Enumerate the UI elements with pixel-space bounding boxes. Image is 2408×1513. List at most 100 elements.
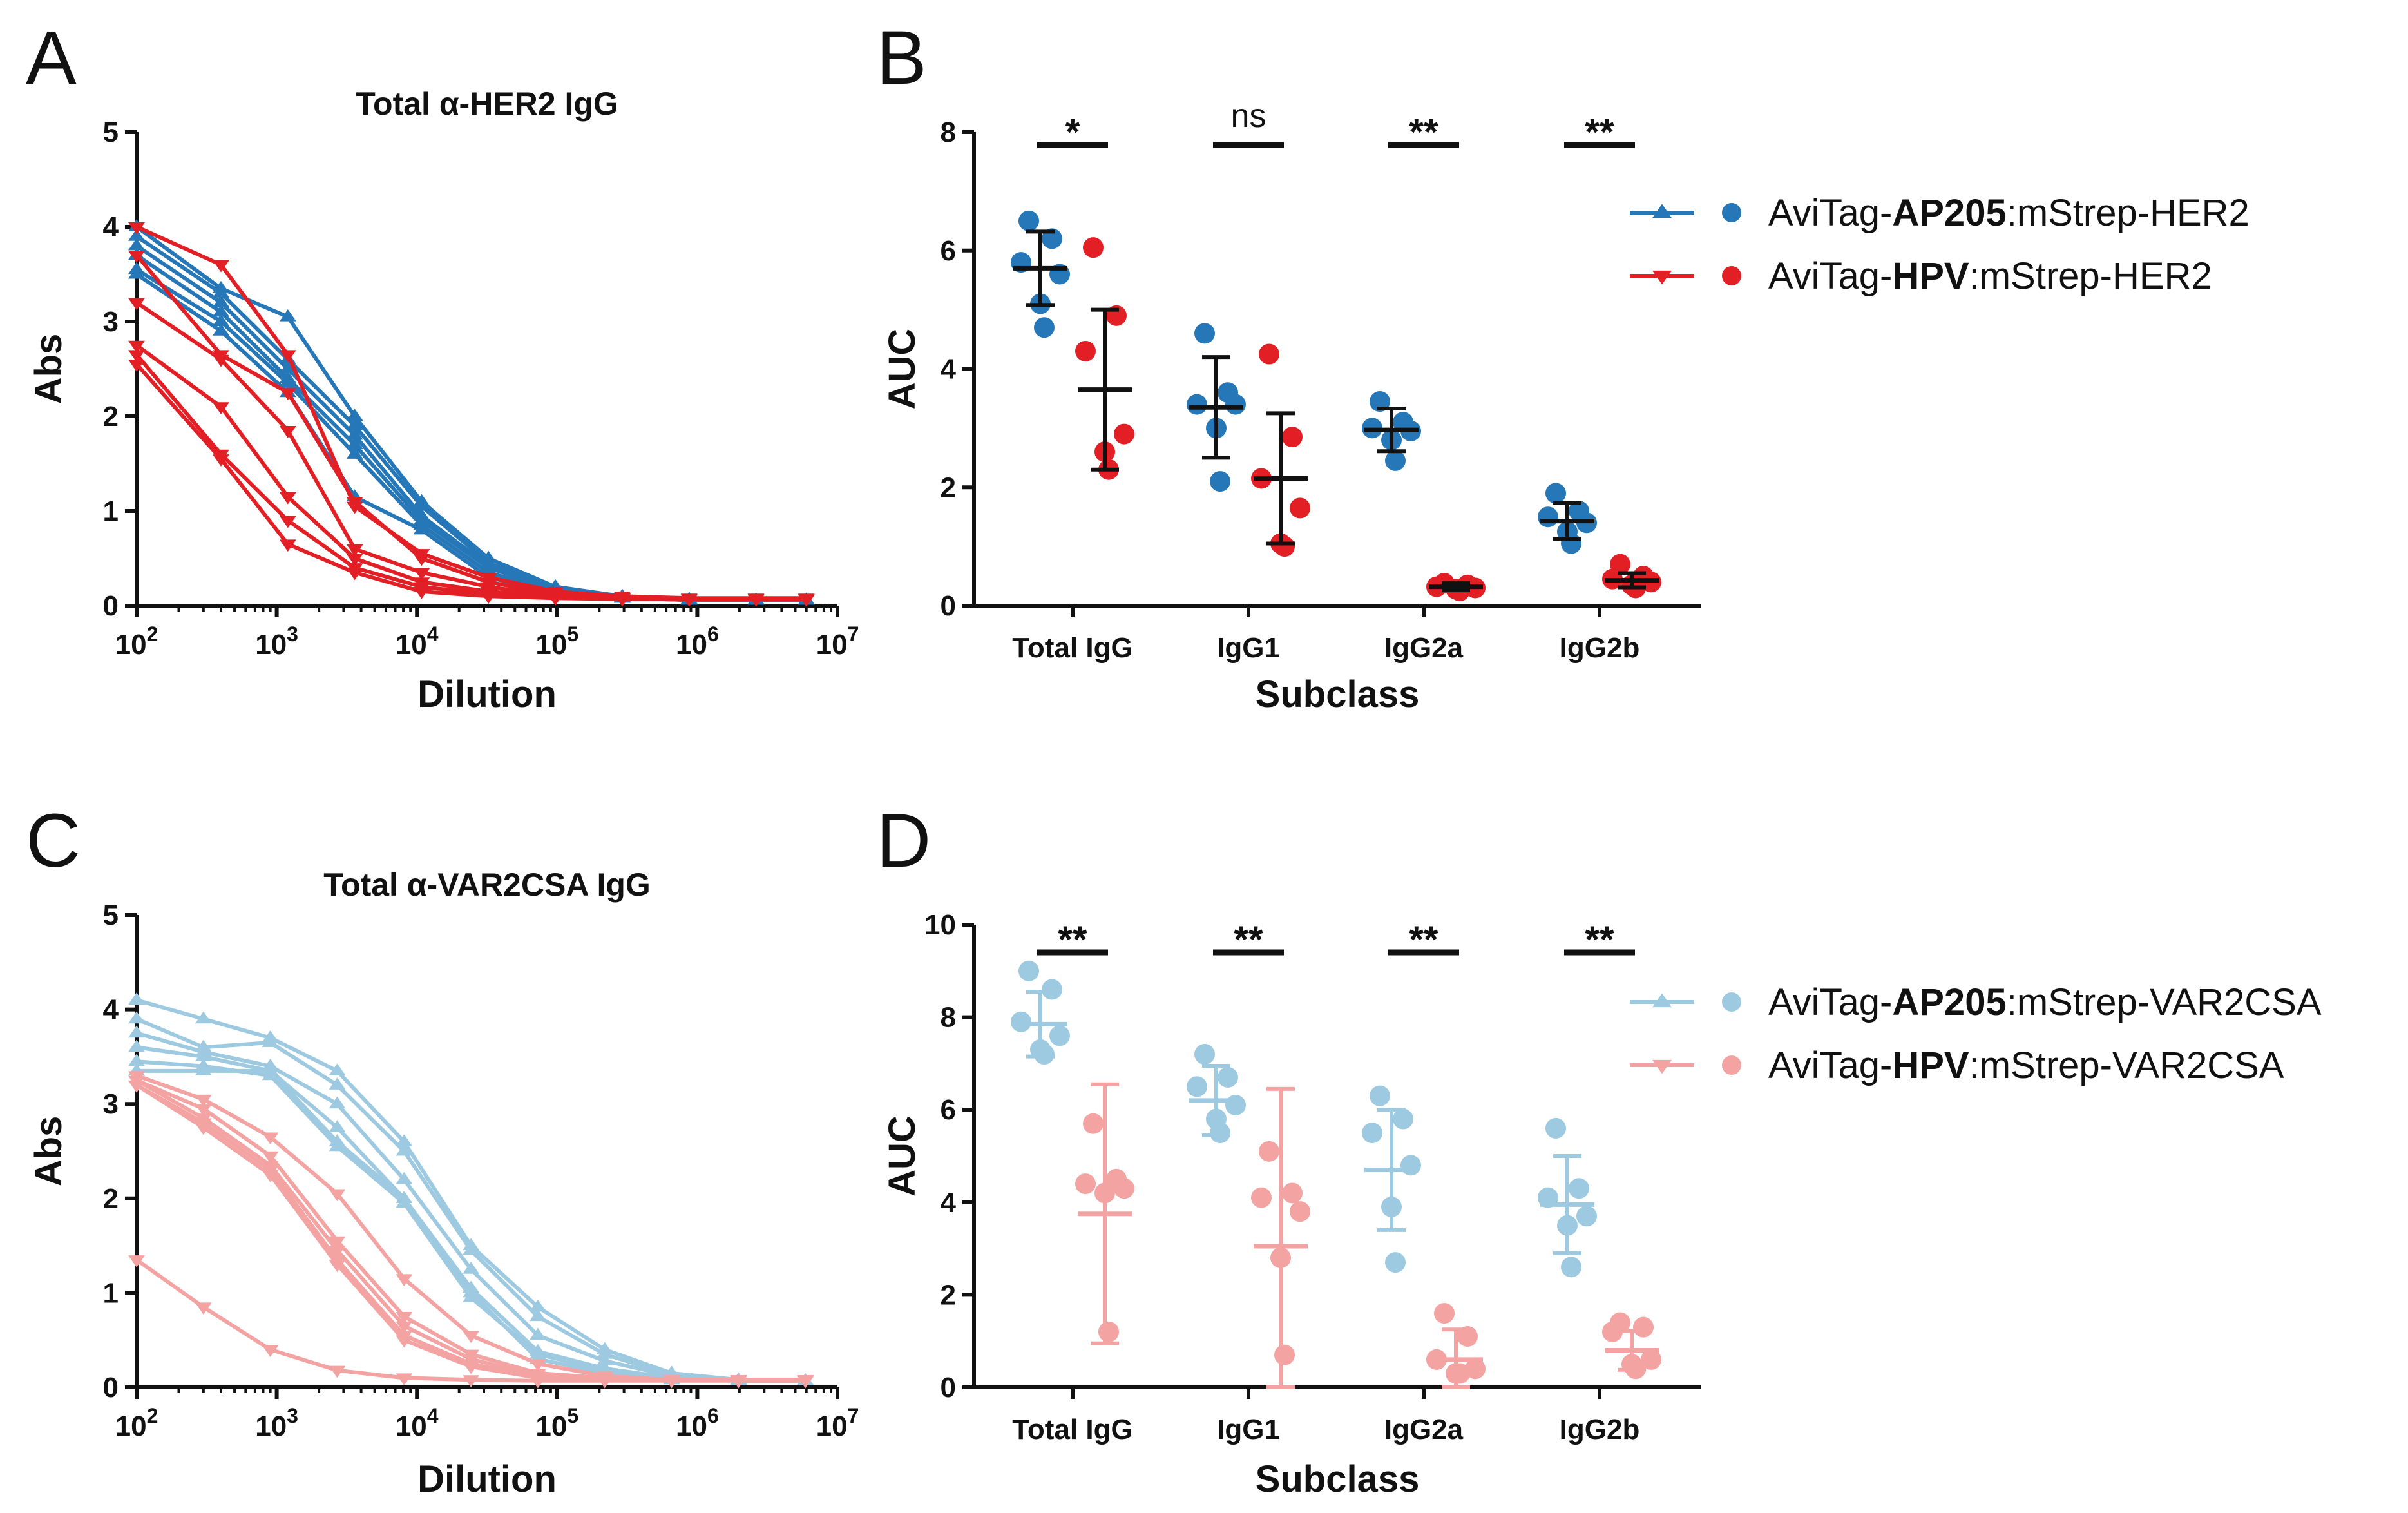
significance-label: **	[1409, 111, 1438, 153]
data-point-marker	[329, 1063, 346, 1075]
y-tick-label: 10	[924, 909, 956, 941]
x-tick-label: IgG1	[1217, 632, 1280, 664]
data-point-marker	[396, 1143, 413, 1156]
panel-d-scatter-chart: 0 2 4 6 8 10 Total IgG ** IgG1 ** IgG2a ** IgG2b ** Su…	[881, 909, 2322, 1500]
data-point	[1400, 1155, 1421, 1176]
legend-triangle-marker	[1652, 204, 1672, 218]
data-point-marker	[213, 260, 230, 273]
data-point	[1034, 317, 1055, 338]
data-point-marker	[329, 1260, 346, 1273]
data-point-marker	[279, 516, 296, 528]
data-point	[1018, 210, 1039, 231]
data-point-marker	[128, 229, 145, 241]
x-tick-label: 104	[396, 622, 439, 660]
data-point	[1641, 1349, 1661, 1370]
legend-triangle-marker	[1652, 270, 1672, 285]
data-point	[1290, 497, 1310, 519]
data-point-marker	[213, 304, 230, 317]
data-point-marker	[346, 437, 363, 450]
data-point-marker	[195, 1104, 212, 1117]
data-point-marker	[798, 594, 815, 607]
data-point-marker	[529, 1299, 546, 1312]
data-point-marker	[128, 1011, 145, 1024]
y-tick-label: 4	[103, 994, 119, 1026]
data-point-marker	[663, 1376, 680, 1389]
x-tick-label: 102	[115, 1404, 158, 1442]
data-point	[1538, 506, 1558, 528]
data-point-marker	[213, 323, 230, 336]
data-point-marker	[128, 1054, 145, 1066]
y-tick-label: 4	[103, 211, 119, 243]
panel-letter-a: A	[26, 15, 77, 101]
data-point-marker	[413, 522, 430, 535]
x-tick-label: Total IgG	[1012, 632, 1132, 664]
data-point	[1576, 1206, 1597, 1227]
data-point-marker	[596, 1353, 613, 1365]
x-tick-label: 105	[535, 1404, 578, 1442]
x-axis-label: Dilution	[417, 1458, 557, 1500]
x-tick-label: 107	[816, 622, 859, 660]
data-point-marker	[396, 1191, 413, 1203]
data-point-marker	[396, 1321, 413, 1334]
data-point-marker	[279, 361, 296, 374]
data-point-marker	[128, 1025, 145, 1038]
y-tick-label: 3	[103, 1088, 119, 1120]
y-axis-label: Abs	[28, 1116, 70, 1187]
data-point-marker	[346, 427, 363, 440]
y-axis-label: AUC	[881, 329, 923, 410]
data-point-marker	[413, 586, 430, 599]
data-point	[1210, 471, 1230, 492]
data-point	[1218, 1066, 1238, 1088]
data-point	[1561, 533, 1581, 554]
data-point	[1049, 1025, 1070, 1046]
y-tick-label: 4	[941, 1187, 957, 1219]
data-point-marker	[396, 1373, 413, 1386]
data-point-marker	[262, 1063, 279, 1075]
y-tick-label: 0	[103, 590, 119, 622]
x-tick-label: IgG2b	[1560, 1414, 1640, 1445]
y-tick-label: 6	[941, 1094, 956, 1126]
data-point	[1114, 423, 1134, 445]
data-point-marker	[329, 1246, 346, 1258]
x-tick-label: 105	[535, 622, 578, 660]
significance-label: *	[1065, 111, 1080, 153]
chart-title: Total α-HER2 IgG	[356, 86, 618, 122]
data-point	[1385, 450, 1406, 471]
y-tick-label: 2	[941, 1279, 956, 1311]
data-point	[1370, 391, 1390, 412]
y-tick-label: 5	[103, 117, 119, 148]
data-point-marker	[128, 1039, 145, 1052]
y-axis-label: AUC	[881, 1115, 923, 1197]
y-tick-label: 3	[103, 306, 119, 338]
data-point	[1259, 1141, 1279, 1162]
x-tick-label: 107	[816, 1404, 859, 1442]
legend-dot-marker	[1722, 1055, 1741, 1075]
data-point	[1251, 1187, 1272, 1208]
data-point-marker	[346, 544, 363, 557]
data-point-marker	[463, 1331, 480, 1344]
x-tick-label: 106	[676, 1404, 719, 1442]
data-point	[1274, 536, 1295, 557]
data-point-marker	[346, 447, 363, 459]
data-point	[1210, 1123, 1230, 1144]
data-point-marker	[213, 314, 230, 327]
significance-label: **	[1409, 919, 1438, 961]
x-tick-label: 106	[676, 622, 719, 660]
data-point-marker	[128, 360, 145, 372]
x-tick-label: 102	[115, 622, 158, 660]
significance-label: ns	[1231, 97, 1266, 135]
data-point-marker	[195, 1049, 212, 1061]
data-point-marker	[262, 1170, 279, 1182]
data-point-marker	[262, 1345, 279, 1358]
data-point-marker	[213, 402, 230, 414]
data-point-marker	[396, 1335, 413, 1348]
data-point-marker	[329, 1077, 346, 1090]
legend-label: AviTag-AP205:mStrep-VAR2CSA	[1768, 981, 2322, 1023]
y-tick-label: 2	[103, 1183, 119, 1215]
x-axis-label: Subclass	[1256, 673, 1420, 715]
data-point	[1042, 228, 1062, 249]
data-point-marker	[346, 554, 363, 566]
y-tick-label: 0	[941, 590, 956, 622]
data-point-marker	[596, 1376, 613, 1389]
data-point-marker	[346, 568, 363, 581]
